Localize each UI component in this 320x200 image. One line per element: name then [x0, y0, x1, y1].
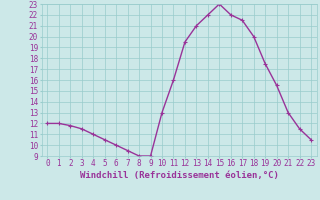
X-axis label: Windchill (Refroidissement éolien,°C): Windchill (Refroidissement éolien,°C)	[80, 171, 279, 180]
